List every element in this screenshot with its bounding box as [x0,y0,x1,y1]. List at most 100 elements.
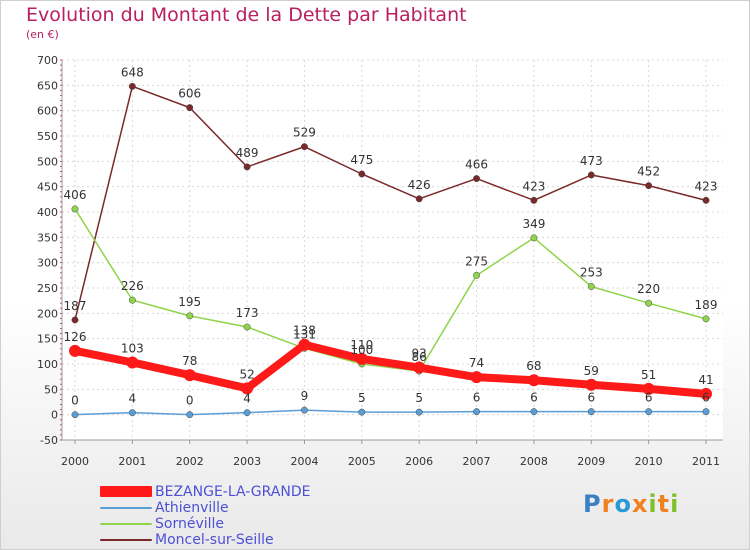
data-label: 126 [64,330,87,344]
data-label: 131 [293,327,316,341]
y-tick-label: 300 [37,257,58,270]
y-tick-label: 200 [37,307,58,320]
data-point [470,371,483,384]
y-tick-label: 250 [37,282,58,295]
data-label: 275 [465,254,488,268]
data-point [301,406,308,414]
data-label: 59 [584,364,599,378]
y-tick-label: 50 [44,383,58,396]
data-label: 103 [121,341,144,355]
data-label: 6 [587,391,595,405]
data-label: 173 [236,306,259,320]
data-label: 4 [243,392,251,406]
logo-letter: i [670,490,680,518]
data-point [183,369,196,382]
data-label: 5 [415,391,423,405]
data-point [71,411,79,419]
data-label: 74 [469,356,484,370]
data-point [700,387,712,400]
data-point [243,323,251,331]
data-point [415,195,423,203]
y-tick-label: 150 [37,333,58,346]
data-point [358,408,366,416]
data-label: 189 [695,298,718,312]
data-point [473,175,480,183]
x-tick-label: 2009 [577,455,605,468]
legend-item-athienville[interactable]: Athienville [100,500,360,518]
legend: BEZANGE-LA-GRANDE Athienville Sornéville… [100,484,360,550]
data-point [243,409,251,417]
data-label: 406 [64,188,87,202]
series-line-0 [71,340,710,398]
data-point [71,205,79,213]
data-point [527,374,540,387]
data-label: 110 [350,338,373,352]
data-point [587,171,595,179]
data-point [645,408,653,416]
data-point [530,408,538,416]
data-label: 6 [702,391,710,405]
data-point [186,312,194,320]
data-label: 5 [358,391,366,405]
logo-letter: t [657,490,671,518]
legend-item-sorneville[interactable]: Sornéville [100,516,360,534]
x-tick-label: 2001 [118,455,146,468]
data-point [585,378,598,391]
legend-swatch-sorneville [100,523,152,525]
y-tick-label: 100 [37,358,58,371]
logo-letter: P [583,490,602,518]
data-label: 187 [64,299,87,313]
series-line-2 [74,208,707,372]
data-label: 4 [129,392,137,406]
legend-swatch-bezange [100,486,152,497]
data-point [702,408,710,416]
proxiti-logo: Proxiti [583,490,679,518]
data-point [301,143,308,151]
data-label: 51 [641,368,656,382]
legend-item-bezange[interactable]: BEZANGE-LA-GRANDE [100,484,360,502]
data-point [645,182,653,190]
data-label: 93 [412,347,427,361]
y-tick-label: 650 [37,79,58,92]
x-tick-label: 2006 [405,455,433,468]
data-label: 78 [182,354,197,368]
data-point [413,361,426,374]
x-tick-label: 2005 [348,455,376,468]
data-point [702,315,710,323]
x-tick-label: 2008 [520,455,548,468]
data-point [355,352,368,365]
data-point [702,196,710,204]
x-tick-label: 2007 [463,455,491,468]
y-tick-label: 550 [37,130,58,143]
data-label: 0 [71,394,79,408]
legend-item-moncel[interactable]: Moncel-sur-Seille [100,532,360,550]
data-point [298,338,311,351]
legend-label-moncel: Moncel-sur-Seille [155,532,274,548]
data-label: 529 [293,126,316,140]
data-label: 648 [121,65,144,79]
data-label: 6 [530,391,538,405]
data-point [358,170,366,178]
data-label: 349 [522,217,545,231]
data-label: 606 [178,87,201,101]
logo-letter: o [614,490,632,518]
data-point [69,344,81,357]
data-label: 253 [580,265,603,279]
data-point [473,271,480,279]
data-label: 138 [293,324,316,338]
logo-letter: r [601,490,615,518]
legend-label-sorneville: Sornéville [155,516,225,532]
data-point [415,408,423,416]
data-point [126,356,139,369]
data-label: 423 [695,179,718,193]
data-point [128,296,136,304]
data-point [530,234,538,242]
data-point [186,104,194,112]
data-label: 52 [239,367,254,381]
data-point [71,316,79,324]
data-label: 6 [473,391,481,405]
data-point [241,382,254,395]
y-tick-label: 0 [51,409,58,422]
data-label: 9 [301,389,309,403]
